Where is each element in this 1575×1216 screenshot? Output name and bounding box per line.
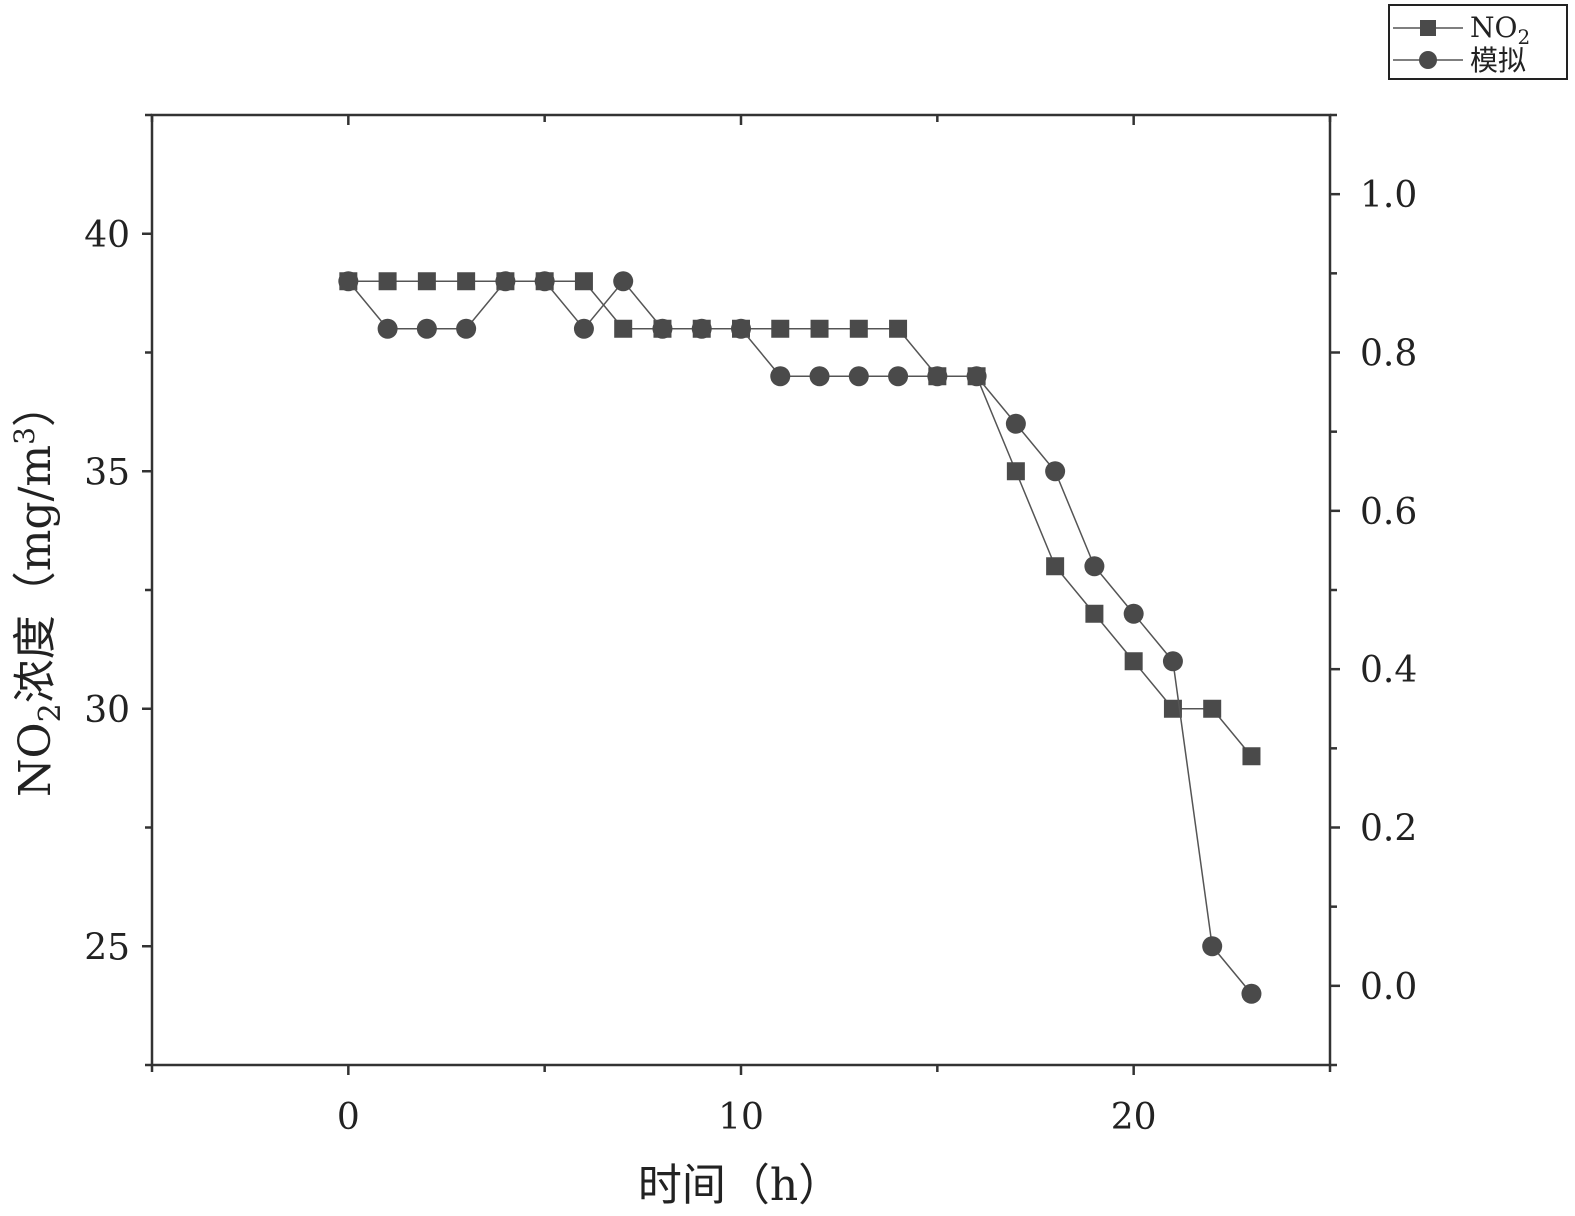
- data-point-circle: [848, 366, 869, 387]
- data-point-circle: [888, 366, 909, 387]
- y2-tick-label: 1.0: [1360, 175, 1417, 216]
- y-axis-title-sub: 2: [33, 703, 68, 722]
- data-point-square: [378, 272, 397, 291]
- series-1: [339, 272, 1261, 766]
- data-point-circle: [1045, 461, 1066, 482]
- data-point-circle: [534, 271, 555, 292]
- data-point-circle: [613, 271, 634, 292]
- y-tick-label: 35: [84, 452, 130, 493]
- data-point-square: [574, 272, 593, 291]
- x-tick-label: 0: [337, 1097, 360, 1138]
- series-line: [347, 280, 1253, 995]
- data-point-circle: [338, 271, 359, 292]
- data-point-circle: [416, 318, 437, 339]
- data-point-square: [417, 272, 436, 291]
- y2-tick-label: 0.8: [1360, 334, 1417, 375]
- legend-label-no2-main: NO: [1470, 11, 1517, 44]
- data-point-square: [1006, 462, 1025, 481]
- data-point-circle: [809, 366, 830, 387]
- y2-tick-label: 0.0: [1360, 967, 1417, 1008]
- data-point-square: [1242, 747, 1261, 766]
- data-point-square: [1085, 604, 1104, 623]
- x-tick-label: 20: [1111, 1097, 1157, 1138]
- data-point-circle: [495, 271, 516, 292]
- legend-label-sim: 模拟: [1470, 44, 1526, 77]
- y-tick-label: 30: [84, 690, 130, 731]
- data-point-circle: [770, 366, 791, 387]
- data-point-square: [614, 319, 633, 338]
- y-tick-label: 40: [84, 215, 130, 256]
- data-point-circle: [573, 318, 594, 339]
- legend-marker-circle: [1419, 51, 1437, 69]
- data-point-circle: [456, 318, 477, 339]
- data-point-square: [1046, 557, 1065, 576]
- data-point-circle: [377, 318, 398, 339]
- plot-frame: [150, 113, 1332, 1067]
- series-line: [348, 280, 1253, 757]
- legend: NO2 模拟: [1388, 4, 1568, 80]
- data-point-circle: [966, 366, 987, 387]
- series-layer: [338, 271, 1262, 1004]
- data-point-square: [1163, 699, 1182, 718]
- legend-label-no2: NO2: [1470, 11, 1530, 49]
- y-axis-title-sup: 3: [8, 427, 41, 445]
- y2-tick-label: 0.2: [1360, 809, 1417, 850]
- x-tick-label: 10: [718, 1097, 764, 1138]
- legend-label-no2-sub: 2: [1517, 25, 1530, 49]
- x-axis-title: 时间（h）: [638, 1160, 842, 1211]
- data-point-circle: [1162, 651, 1183, 672]
- data-point-circle: [1241, 983, 1262, 1004]
- data-point-circle: [731, 318, 751, 339]
- data-point-square: [849, 319, 868, 338]
- data-point-square: [810, 319, 829, 338]
- y-axis-title-main: NO: [10, 722, 61, 797]
- data-point-circle: [691, 318, 712, 339]
- y-axis-title-close: ）: [10, 383, 61, 427]
- data-point-square: [1124, 652, 1143, 671]
- y2-tick-label: 0.6: [1360, 492, 1417, 533]
- legend-marker-square: [1420, 20, 1436, 36]
- y2-tick-label: 0.4: [1360, 650, 1417, 691]
- data-point-square: [1203, 699, 1222, 718]
- data-point-square: [457, 272, 476, 291]
- data-point-circle: [652, 318, 673, 339]
- series-2: [338, 271, 1262, 1004]
- y-axis-title: NO2浓度（mg/m3）: [8, 383, 68, 797]
- data-point-circle: [927, 366, 948, 387]
- data-point-circle: [1123, 603, 1144, 624]
- data-point-circle: [1084, 556, 1105, 577]
- data-point-circle: [1202, 936, 1223, 957]
- data-point-square: [889, 319, 908, 338]
- data-point-square: [771, 319, 790, 338]
- data-point-circle: [1005, 413, 1026, 434]
- legend-box: [1388, 4, 1568, 80]
- y-tick-label: 25: [84, 927, 130, 968]
- y-axis-title-rest: 浓度（mg/m: [10, 445, 61, 703]
- axes: 0 10 20 25 30 35 40 0.0 0.2 0.4 0.6 0.8 1.0: [84, 113, 1417, 1138]
